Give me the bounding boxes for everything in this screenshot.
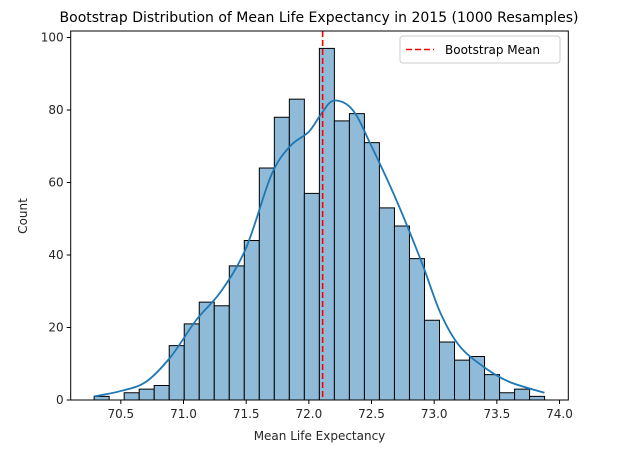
histogram-bar [168, 345, 185, 401]
y-tick-label: 20 [48, 321, 63, 335]
histogram-bar [484, 374, 501, 401]
chart-title: Bootstrap Distribution of Mean Life Expe… [60, 10, 579, 26]
histogram-bar [529, 395, 546, 401]
histogram-bar [303, 192, 320, 401]
histogram-bar [138, 388, 155, 401]
x-axis-ticks: 70.5 71.0 71.5 72.0 72.5 73.0 73.5 74.0 [107, 400, 573, 421]
histogram-bar [243, 240, 260, 401]
histogram-bar [213, 305, 230, 401]
x-tick-label: 70.5 [107, 407, 134, 421]
histogram-bar [333, 120, 350, 401]
y-tick-label: 60 [48, 176, 63, 190]
plot-frame [70, 30, 569, 401]
x-tick-label: 73.0 [421, 407, 448, 421]
x-axis-label: Mean Life Expectancy [254, 429, 386, 443]
y-tick-label: 0 [56, 393, 64, 407]
legend-box [399, 35, 561, 64]
x-tick-label: 71.0 [170, 407, 197, 421]
x-tick-label: 71.5 [233, 407, 260, 421]
histogram-bar [153, 385, 170, 401]
x-tick-label: 73.5 [483, 407, 510, 421]
histogram-bar [123, 392, 140, 401]
histogram-bar [439, 341, 456, 401]
legend-label-mean: Bootstrap Mean [445, 43, 540, 57]
y-axis-ticks: 0 20 40 60 80 100 [41, 31, 71, 407]
histogram-bar [348, 113, 365, 401]
x-tick-label: 74.0 [546, 407, 573, 421]
kde-curve [94, 99, 545, 398]
histogram-bar [393, 225, 410, 401]
x-tick-label: 72.5 [358, 407, 385, 421]
histogram-bar [514, 388, 531, 401]
histogram-bar [454, 359, 471, 401]
x-tick-label: 72.0 [295, 407, 322, 421]
histogram-bar [499, 392, 516, 401]
y-axis-label: Count [16, 198, 30, 234]
histogram-bar [363, 142, 380, 401]
histogram-bar [273, 116, 290, 401]
histogram-bar [378, 207, 395, 401]
histogram-bar [423, 319, 441, 401]
y-tick-label: 40 [48, 248, 63, 262]
histogram-bar [198, 301, 215, 401]
histogram-bar [408, 258, 425, 401]
y-tick-label: 100 [41, 31, 64, 45]
histogram-bar [228, 265, 245, 401]
legend: Bootstrap Mean [399, 35, 561, 64]
y-tick-label: 80 [48, 103, 63, 117]
histogram-bars [93, 47, 546, 401]
